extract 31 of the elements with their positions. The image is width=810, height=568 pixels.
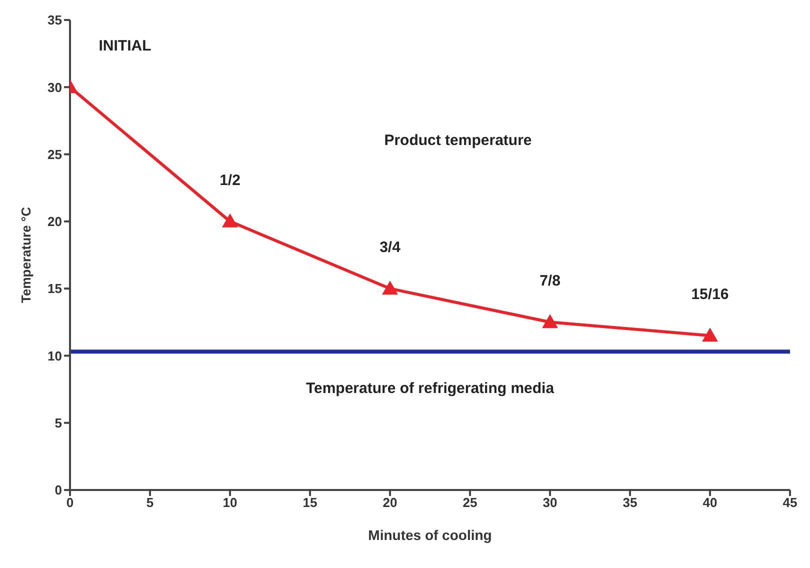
y-tick-label: 30 [48, 80, 62, 95]
y-axis-title: Temperature °C [18, 206, 34, 303]
x-tick-label: 5 [146, 495, 154, 510]
x-tick-label: 15 [302, 495, 318, 510]
x-tick-label: 35 [622, 495, 638, 510]
point [702, 328, 718, 342]
x-axis-title: Minutes of cooling [368, 527, 492, 543]
annotation: 15/16 [691, 286, 729, 303]
x-tick-label: 30 [542, 495, 558, 510]
annotation: Product temperature [384, 132, 532, 149]
y-tick-label: 5 [54, 415, 62, 430]
annotation: 1/2 [220, 172, 240, 189]
x-tick-label: 25 [462, 495, 478, 510]
annotation: 7/8 [540, 272, 560, 290]
annotation: 3/4 [380, 238, 402, 256]
point [222, 213, 238, 228]
point [542, 314, 558, 328]
y-tick-label: 15 [48, 281, 62, 296]
x-tick-label: 20 [382, 495, 398, 510]
ref-line-label: Temperature of refrigerating media [306, 380, 555, 398]
y-tick-label: 10 [48, 348, 62, 364]
y-tick-label: 0 [54, 482, 62, 498]
x-tick-label: 45 [782, 495, 798, 510]
x-tick-label: 40 [702, 495, 718, 510]
point [382, 280, 398, 295]
x-tick-label: 0 [66, 495, 74, 510]
annotation: INITIAL [98, 37, 152, 54]
y-tick-label: 35 [48, 12, 62, 28]
x-tick-label: 10 [222, 495, 238, 510]
y-tick-label: 25 [48, 146, 62, 162]
y-tick-label: 20 [48, 214, 62, 230]
